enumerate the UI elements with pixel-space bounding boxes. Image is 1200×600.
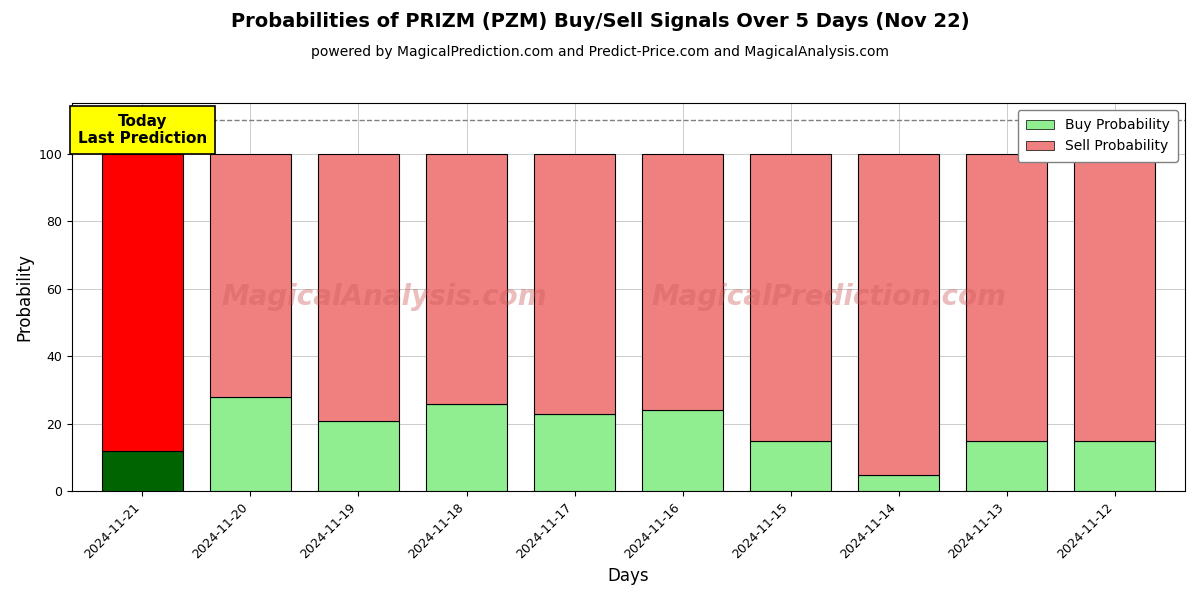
Bar [642, 154, 724, 410]
Bar [318, 421, 398, 491]
Bar [102, 451, 182, 491]
Bar [858, 475, 940, 491]
Text: Probabilities of PRIZM (PZM) Buy/Sell Signals Over 5 Days (Nov 22): Probabilities of PRIZM (PZM) Buy/Sell Si… [230, 12, 970, 31]
Bar [534, 414, 616, 491]
Bar [966, 154, 1048, 441]
Bar [318, 154, 398, 421]
X-axis label: Days: Days [607, 567, 649, 585]
Bar [966, 441, 1048, 491]
Bar [642, 410, 724, 491]
Bar [750, 441, 832, 491]
Bar [210, 154, 290, 397]
Text: MagicalAnalysis.com: MagicalAnalysis.com [221, 283, 546, 311]
Bar [1074, 154, 1156, 441]
Bar [210, 397, 290, 491]
Text: Today
Last Prediction: Today Last Prediction [78, 114, 208, 146]
Bar [426, 154, 508, 404]
Bar [102, 154, 182, 451]
Bar [1074, 441, 1156, 491]
Bar [750, 154, 832, 441]
Bar [534, 154, 616, 414]
Text: powered by MagicalPrediction.com and Predict-Price.com and MagicalAnalysis.com: powered by MagicalPrediction.com and Pre… [311, 45, 889, 59]
Text: MagicalPrediction.com: MagicalPrediction.com [652, 283, 1007, 311]
Y-axis label: Probability: Probability [16, 253, 34, 341]
Bar [858, 154, 940, 475]
Bar [426, 404, 508, 491]
Legend: Buy Probability, Sell Probability: Buy Probability, Sell Probability [1018, 110, 1178, 161]
